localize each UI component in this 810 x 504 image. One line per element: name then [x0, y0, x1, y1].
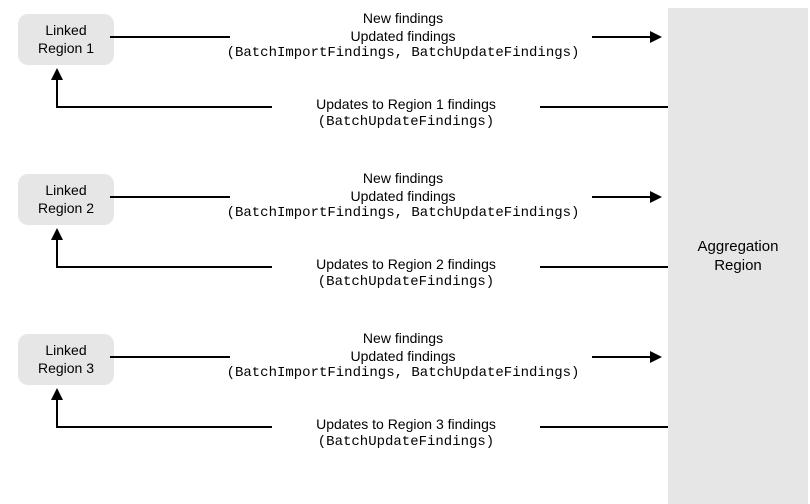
- arrow-right-icon: [650, 31, 662, 43]
- return-arrow-line-right: [540, 426, 668, 428]
- linked-region-line1: Linked: [45, 22, 86, 38]
- forward-line3: (BatchImportFindings, BatchUpdateFinding…: [212, 365, 594, 383]
- return-label-group: Updates to Region 1 findings(BatchUpdate…: [268, 96, 544, 131]
- forward-line2: Updated findings: [212, 348, 594, 366]
- return-label-group: Updates to Region 3 findings(BatchUpdate…: [268, 416, 544, 451]
- arrow-right-icon: [650, 351, 662, 363]
- return-label-group: Updates to Region 2 findings(BatchUpdate…: [268, 256, 544, 291]
- return-arrow-line-right: [540, 106, 668, 108]
- return-arrow-line-left: [170, 426, 272, 428]
- forward-line1: New findings: [212, 10, 594, 28]
- linked-region-line1: Linked: [45, 182, 86, 198]
- return-line1: Updates to Region 1 findings: [268, 96, 544, 114]
- forward-arrow-line-right: [592, 356, 650, 358]
- return-arrow-line-under: [56, 106, 170, 108]
- aggregation-region-box: Aggregation Region: [668, 8, 808, 504]
- aggregation-region-label: Aggregation Region: [698, 237, 779, 276]
- linked-region-box: Linked Region 3: [18, 334, 114, 385]
- arrow-up-icon: [51, 388, 63, 400]
- forward-line3: (BatchImportFindings, BatchUpdateFinding…: [212, 45, 594, 63]
- forward-line2: Updated findings: [212, 188, 594, 206]
- return-arrow-vline: [56, 398, 58, 428]
- forward-arrow-line-right: [592, 36, 650, 38]
- linked-region-box: Linked Region 1: [18, 14, 114, 65]
- return-line1: Updates to Region 3 findings: [268, 416, 544, 434]
- linked-region-line2: Region 2: [38, 200, 94, 216]
- arrow-up-icon: [51, 68, 63, 80]
- forward-line3: (BatchImportFindings, BatchUpdateFinding…: [212, 205, 594, 223]
- arrow-up-icon: [51, 228, 63, 240]
- return-line2: (BatchUpdateFindings): [268, 274, 544, 292]
- return-arrow-line-right: [540, 266, 668, 268]
- forward-label-group: New findingsUpdated findings(BatchImport…: [212, 10, 594, 63]
- return-arrow-vline: [56, 238, 58, 268]
- forward-label-group: New findingsUpdated findings(BatchImport…: [212, 330, 594, 383]
- aggregation-line2: Region: [714, 257, 762, 274]
- linked-region-box: Linked Region 2: [18, 174, 114, 225]
- forward-line1: New findings: [212, 330, 594, 348]
- forward-line1: New findings: [212, 170, 594, 188]
- forward-line2: Updated findings: [212, 28, 594, 46]
- linked-region-line2: Region 1: [38, 40, 94, 56]
- return-line2: (BatchUpdateFindings): [268, 434, 544, 452]
- linked-region-line1: Linked: [45, 342, 86, 358]
- return-arrow-vline: [56, 78, 58, 108]
- return-line1: Updates to Region 2 findings: [268, 256, 544, 274]
- return-arrow-line-under: [56, 266, 170, 268]
- linked-region-line2: Region 3: [38, 360, 94, 376]
- return-arrow-line-left: [170, 106, 272, 108]
- arrow-right-icon: [650, 191, 662, 203]
- aggregation-line1: Aggregation: [698, 238, 779, 255]
- forward-label-group: New findingsUpdated findings(BatchImport…: [212, 170, 594, 223]
- forward-arrow-line-right: [592, 196, 650, 198]
- diagram-canvas: Aggregation Region Linked Region 1 New findi…: [0, 0, 810, 504]
- return-line2: (BatchUpdateFindings): [268, 114, 544, 132]
- return-arrow-line-left: [170, 266, 272, 268]
- return-arrow-line-under: [56, 426, 170, 428]
